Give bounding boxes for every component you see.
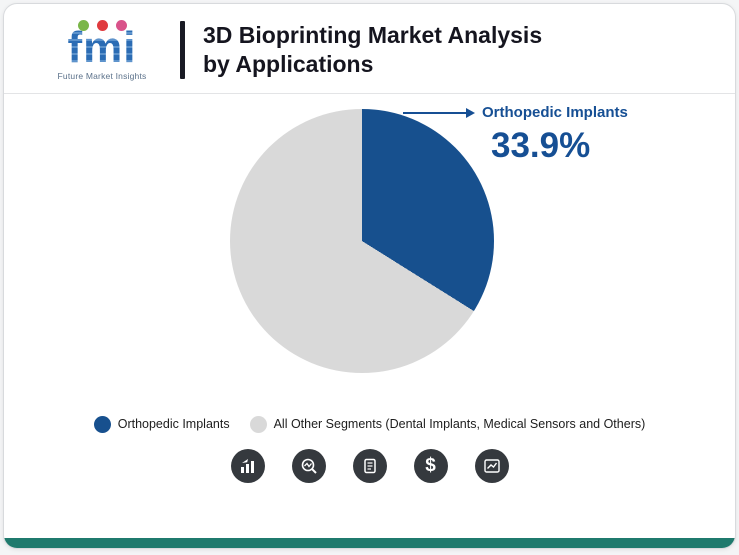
fmi-logo: fmi Future Market Insights [38,20,166,81]
legend-dot-blue [93,415,111,433]
header-divider [180,21,185,80]
page-title-line1: 3D Bioprinting Market Analysis [203,21,543,48]
logo-accent-icons [38,20,166,31]
bottom-accent-bar [4,538,735,548]
callout-label: Orthopedic Implants [482,103,628,121]
logo-brand-text: fmi [38,26,166,70]
leaf-icon [77,20,89,31]
report-icon [352,448,387,483]
chart-area: Orthopedic Implants 33.9% [4,94,735,406]
footer-icons: $ [4,448,735,483]
header: fmi Future Market Insights 3D Bioprintin… [4,4,735,94]
dollar-icon: $ [413,448,448,483]
logo-caption: Future Market Insights [57,70,147,81]
growth-chart-icon [474,448,509,483]
infographic-card: fmi Future Market Insights 3D Bioprintin… [3,3,736,549]
page-title-line2: by Applications [203,51,374,78]
dollar-glyph: $ [425,455,436,477]
bar-chart-icon [230,448,265,483]
legend-label: Orthopedic Implants [117,417,230,432]
callout-value: 33.9% [491,125,591,165]
pin-icon [96,20,108,31]
legend-item-orthopedic: Orthopedic Implants [93,415,230,433]
legend-dot-gray [249,415,267,433]
legend: Orthopedic Implants All Other Segments (… [4,415,735,433]
search-trend-icon [291,448,326,483]
pie-chart [230,108,494,373]
callout-arrow-icon [403,108,475,117]
page-title: 3D Bioprinting Market Analysis by Applic… [203,21,542,81]
people-icon [115,20,127,31]
legend-item-others: All Other Segments (Dental Implants, Med… [249,415,646,433]
legend-label: All Other Segments (Dental Implants, Med… [273,417,646,432]
